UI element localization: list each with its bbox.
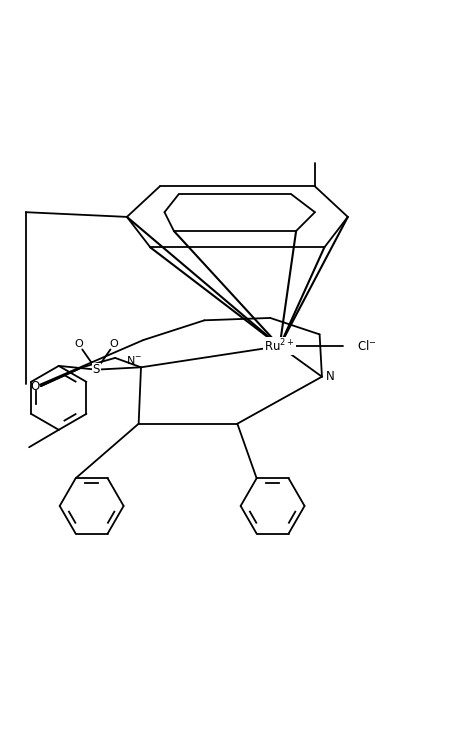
Text: O: O (31, 379, 40, 393)
Text: O: O (110, 339, 118, 349)
Text: Ru$^{2+}$: Ru$^{2+}$ (264, 338, 295, 354)
Text: Cl$^{-}$: Cl$^{-}$ (357, 339, 377, 353)
Text: S: S (93, 363, 100, 376)
Text: N$^{-}$: N$^{-}$ (126, 354, 142, 366)
Text: N: N (326, 371, 335, 383)
Text: O: O (74, 339, 83, 349)
